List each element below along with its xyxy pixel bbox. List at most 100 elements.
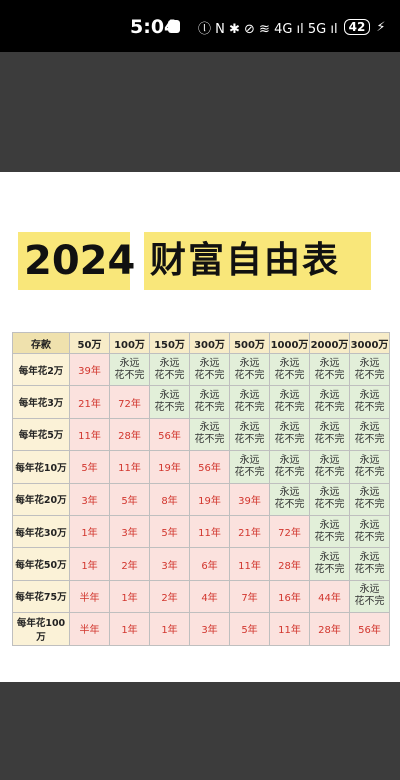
table-cell: 2年 bbox=[149, 579, 190, 614]
table-cell: 28年 bbox=[109, 417, 150, 452]
table-cell: 永远 花不完 bbox=[229, 352, 270, 387]
table-cell: 3年 bbox=[149, 547, 190, 581]
table-cell: 56年 bbox=[149, 417, 190, 452]
app-notification-icon bbox=[168, 20, 180, 33]
table-cell: 19年 bbox=[189, 482, 230, 516]
table-cell: 72年 bbox=[269, 514, 310, 549]
table-cell: 3年 bbox=[109, 514, 150, 549]
table-cell: 19年 bbox=[149, 450, 190, 484]
table-cell: 11年 bbox=[229, 547, 270, 581]
battery-icon: 42 bbox=[343, 19, 371, 35]
image-backdrop-top bbox=[0, 52, 400, 172]
status-time: 5:04 bbox=[130, 16, 178, 38]
table-cell: 11年 bbox=[69, 417, 110, 452]
row-header: 每年花50万 bbox=[12, 547, 70, 581]
column-header: 150万 bbox=[149, 332, 190, 354]
table-cell: 11年 bbox=[109, 450, 150, 484]
table-cell: 1年 bbox=[69, 547, 110, 581]
charging-icon: ⚡ bbox=[376, 19, 386, 35]
table-row: 每年花100万 半年 1年 1年 3年 5年 11年 28年 56年 bbox=[12, 612, 390, 646]
table-cell: 永远 花不完 bbox=[349, 547, 390, 581]
row-header: 每年花20万 bbox=[12, 482, 70, 516]
table-cell: 56年 bbox=[189, 450, 230, 484]
table-cell: 半年 bbox=[69, 612, 110, 646]
table-row: 每年花10万 5年 11年 19年 56年 永远 花不完 永远 花不完 永远 花不完 永远 花不完 bbox=[12, 450, 390, 484]
table-cell: 永远 花不完 bbox=[309, 450, 350, 484]
table-cell: 72年 bbox=[109, 385, 150, 419]
table-cell: 1年 bbox=[69, 514, 110, 549]
table-cell: 永远 花不完 bbox=[269, 482, 310, 516]
table-cell: 44年 bbox=[309, 579, 350, 614]
table-cell: 永远 花不完 bbox=[309, 547, 350, 581]
signal-icons: ⓛ N ✱ ⊘ ≋ 4G ıl 5G ıl bbox=[198, 21, 338, 37]
column-header: 500万 bbox=[229, 332, 270, 354]
table-cell: 永远 花不完 bbox=[349, 417, 390, 452]
table-cell: 8年 bbox=[149, 482, 190, 516]
title-year: 2024 bbox=[18, 232, 135, 290]
table-cell: 3年 bbox=[189, 612, 230, 646]
row-header: 每年花10万 bbox=[12, 450, 70, 484]
table-cell: 6年 bbox=[189, 547, 230, 581]
table-cell: 永远 花不完 bbox=[309, 417, 350, 452]
table-row: 每年花50万 1年 2年 3年 6年 11年 28年 永远 花不完 永远 花不完 bbox=[12, 547, 390, 581]
row-header: 每年花5万 bbox=[12, 417, 70, 452]
table-row: 每年花3万 21年 72年 永远 花不完 永远 花不完 永远 花不完 永远 花不完 永远 花不完 永远 花不… bbox=[12, 385, 390, 419]
status-bar: 5:04 ⓛ N ✱ ⊘ ≋ 4G ıl 5G ıl 42 ⚡ bbox=[0, 0, 400, 52]
table-cell: 39年 bbox=[69, 352, 110, 387]
table-cell: 永远 花不完 bbox=[149, 385, 190, 419]
column-header: 50万 bbox=[69, 332, 110, 354]
table-header-row: 存款 50万 100万 150万 300万 500万 1000万 2000万 3000万 bbox=[12, 332, 390, 354]
table-cell: 56年 bbox=[349, 612, 390, 646]
column-header: 3000万 bbox=[349, 332, 390, 354]
table-row: 每年花2万 39年 永远 花不完 永远 花不完 永远 花不完 永远 花不完 永远 花不完 永远 花不完 永远… bbox=[12, 352, 390, 387]
table-cell: 16年 bbox=[269, 579, 310, 614]
table-cell: 永远 花不完 bbox=[149, 352, 190, 387]
table-cell: 永远 花不完 bbox=[229, 450, 270, 484]
table-corner-header: 存款 bbox=[12, 332, 70, 354]
table-cell: 永远 花不完 bbox=[309, 482, 350, 516]
table-cell: 21年 bbox=[69, 385, 110, 419]
table-cell: 永远 花不完 bbox=[309, 385, 350, 419]
table-cell: 永远 花不完 bbox=[229, 385, 270, 419]
row-header: 每年花3万 bbox=[12, 385, 70, 419]
status-icons: ⓛ N ✱ ⊘ ≋ 4G ıl 5G ıl 42 ⚡ bbox=[198, 18, 386, 37]
table-cell: 半年 bbox=[69, 579, 110, 614]
table-cell: 永远 花不完 bbox=[189, 417, 230, 452]
column-header: 2000万 bbox=[309, 332, 350, 354]
row-header: 每年花30万 bbox=[12, 514, 70, 549]
table-body: 每年花2万 39年 永远 花不完 永远 花不完 永远 花不完 永远 花不完 永远 花不完 永远 花不完 永远… bbox=[12, 352, 390, 646]
table-cell: 永远 花不完 bbox=[109, 352, 150, 387]
image-backdrop-bottom bbox=[0, 682, 400, 780]
table-cell: 永远 花不完 bbox=[269, 450, 310, 484]
table-cell: 永远 花不完 bbox=[349, 514, 390, 549]
table-cell: 永远 花不完 bbox=[349, 482, 390, 516]
page-title: 2024 财富自由表 bbox=[18, 232, 371, 290]
table-cell: 永远 花不完 bbox=[349, 385, 390, 419]
table-cell: 4年 bbox=[189, 579, 230, 614]
table-cell: 永远 花不完 bbox=[269, 352, 310, 387]
table-cell: 11年 bbox=[189, 514, 230, 549]
table-cell: 永远 花不完 bbox=[349, 352, 390, 387]
table-cell: 5年 bbox=[149, 514, 190, 549]
table-cell: 永远 花不完 bbox=[309, 514, 350, 549]
table-cell: 7年 bbox=[229, 579, 270, 614]
column-header: 100万 bbox=[109, 332, 150, 354]
table-cell: 永远 花不完 bbox=[309, 352, 350, 387]
column-header: 300万 bbox=[189, 332, 230, 354]
table-cell: 永远 花不完 bbox=[269, 417, 310, 452]
wealth-freedom-table: 存款 50万 100万 150万 300万 500万 1000万 2000万 3000万 每年… bbox=[12, 332, 390, 646]
table-cell: 11年 bbox=[269, 612, 310, 646]
table-cell: 1年 bbox=[109, 612, 150, 646]
table-cell: 3年 bbox=[69, 482, 110, 516]
table-row: 每年花5万 11年 28年 56年 永远 花不完 永远 花不完 永远 花不完 永远 花不完 永远 花不完 bbox=[12, 417, 390, 452]
table-cell: 1年 bbox=[149, 612, 190, 646]
title-text: 财富自由表 bbox=[144, 232, 371, 290]
table-cell: 28年 bbox=[309, 612, 350, 646]
table-cell: 21年 bbox=[229, 514, 270, 549]
column-header: 1000万 bbox=[269, 332, 310, 354]
table-cell: 永远 花不完 bbox=[349, 450, 390, 484]
table-cell: 永远 花不完 bbox=[189, 385, 230, 419]
table-cell: 永远 花不完 bbox=[189, 352, 230, 387]
table-cell: 5年 bbox=[69, 450, 110, 484]
table-cell: 1年 bbox=[109, 579, 150, 614]
